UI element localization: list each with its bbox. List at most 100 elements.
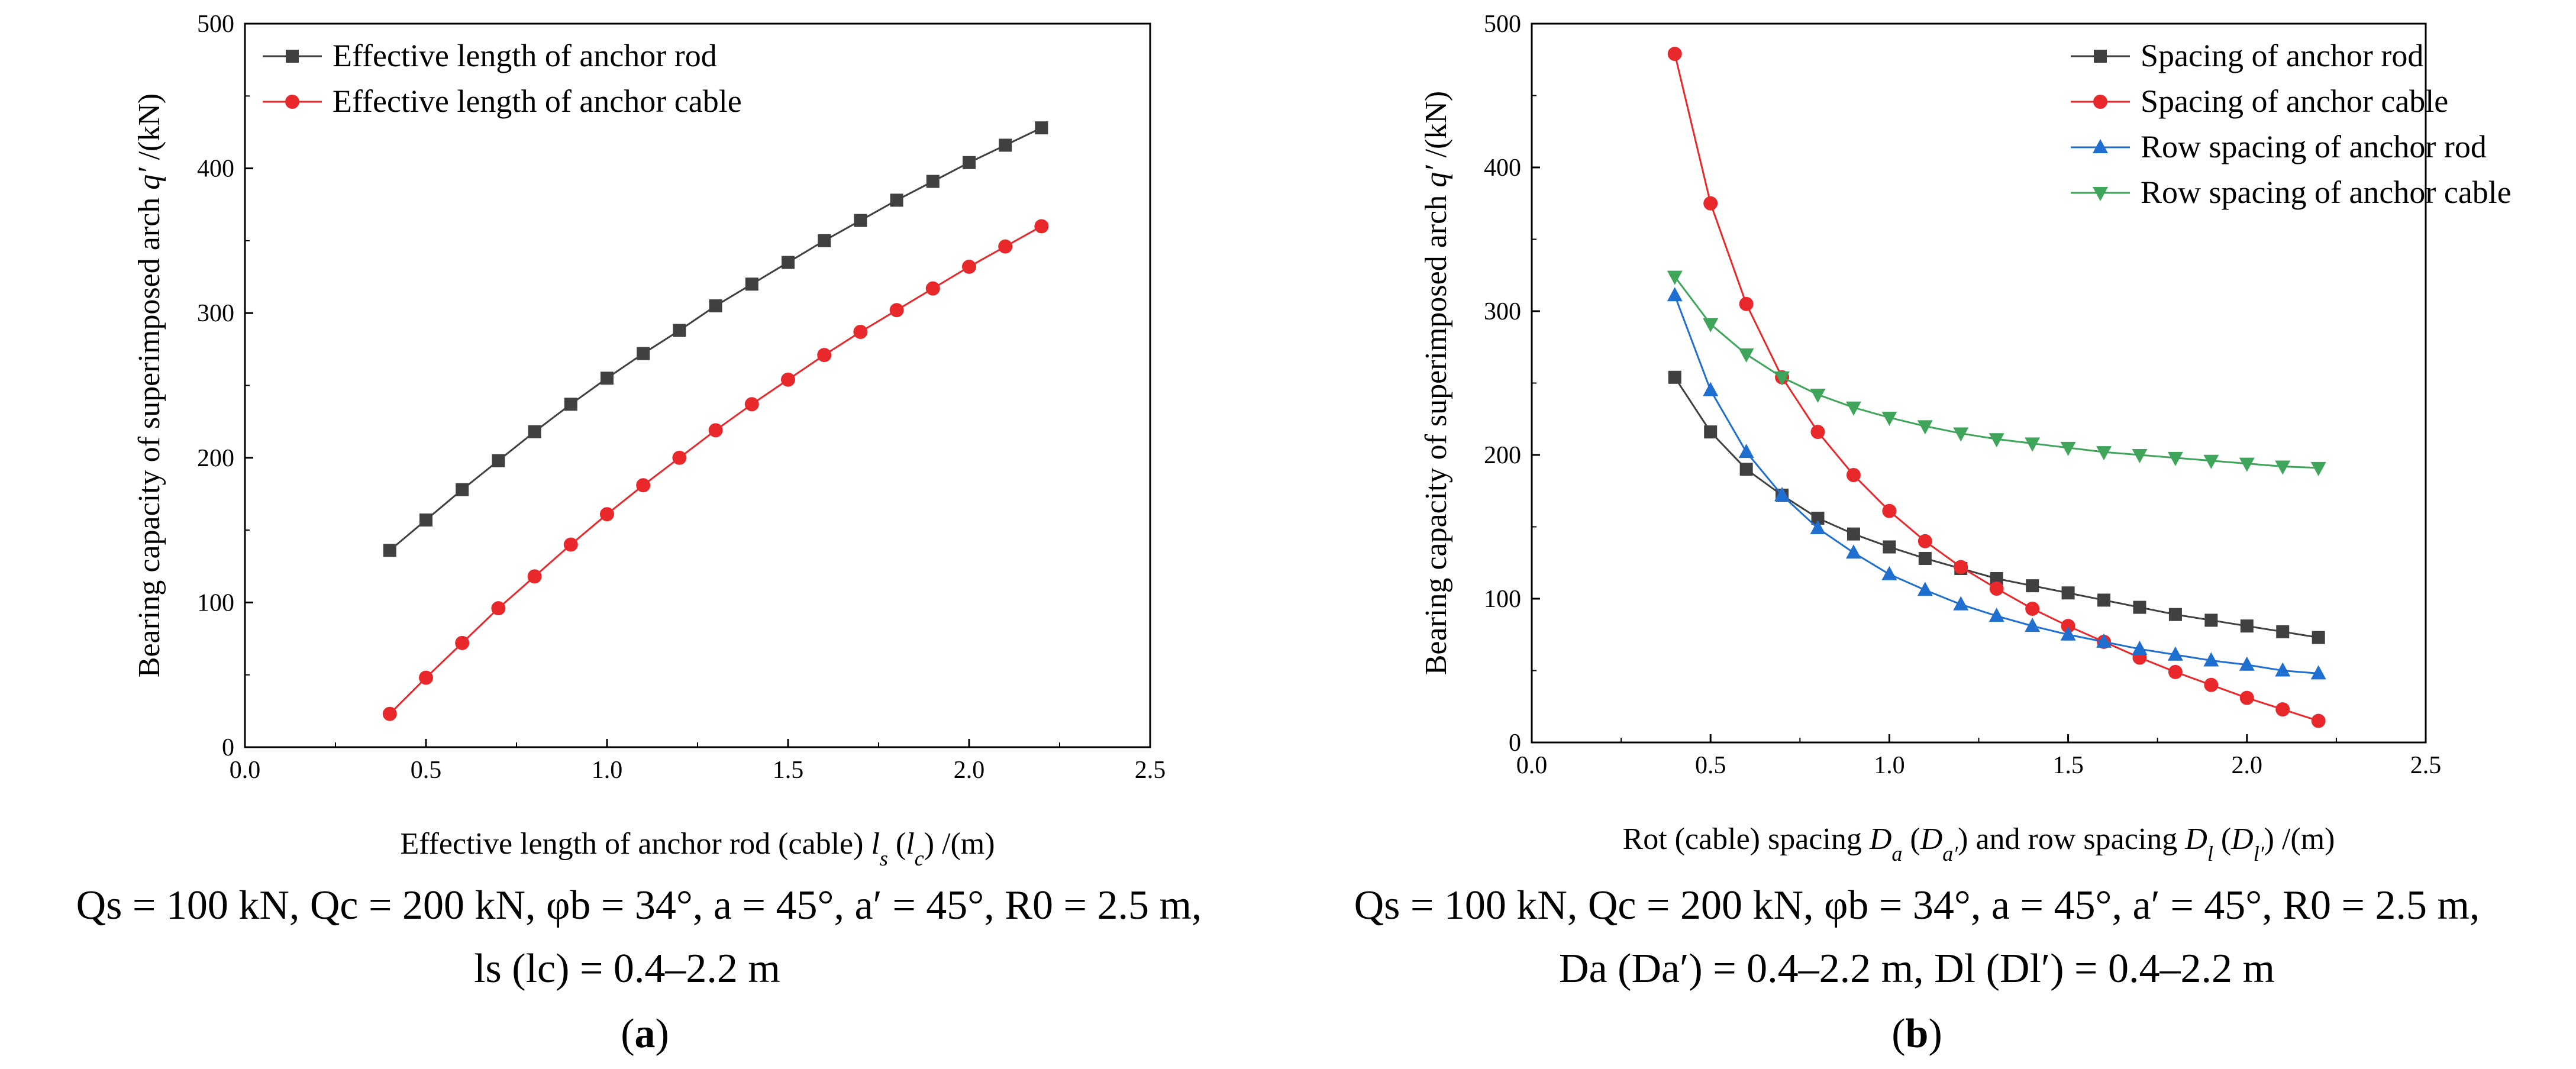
y-axis-title: Bearing capacity of superimposed arch q′… xyxy=(1419,91,1453,675)
data-point xyxy=(491,601,506,616)
data-point xyxy=(854,214,867,227)
series-effective-length-of-anchor-cable xyxy=(382,219,1049,721)
data-point xyxy=(2239,690,2254,705)
data-point xyxy=(636,478,651,493)
data-point xyxy=(637,347,650,360)
data-point xyxy=(1990,571,2003,585)
caption-a-line-2: ls (lc) = 0.4–2.2 m xyxy=(474,946,780,992)
data-point xyxy=(1811,511,1825,525)
data-point xyxy=(2025,602,2040,616)
data-point xyxy=(1917,420,1933,435)
legend-label: Effective length of anchor rod xyxy=(333,38,717,73)
data-point xyxy=(2096,633,2112,648)
data-point xyxy=(419,670,433,685)
data-point xyxy=(2060,626,2076,641)
data-point xyxy=(1917,582,1933,596)
data-point xyxy=(672,450,687,465)
plot-frame xyxy=(244,22,1151,748)
data-point xyxy=(2204,677,2219,692)
caption-b-line-1: Qs = 100 kN, Qc = 200 kN, φb = 34°, a = … xyxy=(1354,883,2480,928)
data-point xyxy=(998,239,1013,254)
legend-label: Row spacing of anchor rod xyxy=(2141,129,2487,164)
data-point xyxy=(1845,544,1861,559)
data-point xyxy=(2132,641,2148,655)
series-effective-length-of-anchor-rod xyxy=(383,121,1048,557)
x-tick-label: 2.5 xyxy=(1135,757,1166,784)
data-point xyxy=(2275,702,2290,717)
data-point xyxy=(1847,527,1860,541)
y-tick-label: 0 xyxy=(222,734,234,761)
data-point xyxy=(781,372,795,387)
x-tick-label: 0.5 xyxy=(411,757,442,784)
data-point xyxy=(1845,401,1861,416)
data-point xyxy=(2312,631,2325,644)
data-point xyxy=(2061,586,2075,600)
data-point xyxy=(1703,196,1718,211)
data-point xyxy=(1774,487,1790,502)
data-point xyxy=(818,234,831,247)
data-point xyxy=(926,175,940,188)
data-point xyxy=(2203,652,2219,667)
data-point xyxy=(492,454,505,467)
data-point xyxy=(1667,270,1683,285)
data-point xyxy=(2061,619,2075,634)
data-point xyxy=(527,569,542,584)
x-tick-label: 1.5 xyxy=(773,757,804,784)
data-point xyxy=(456,483,469,496)
data-point xyxy=(564,398,577,411)
x-tick-label: 1.0 xyxy=(1874,752,1905,779)
x-axis-title: Rot (cable) spacing Da (Da′) and row spa… xyxy=(1623,822,2335,865)
legend-marker xyxy=(2094,50,2107,63)
data-point xyxy=(2097,593,2111,607)
data-point xyxy=(2132,449,2148,463)
y-tick-label: 0 xyxy=(1509,729,1521,757)
data-point xyxy=(745,277,758,291)
legend-marker xyxy=(286,50,299,63)
data-point xyxy=(455,635,470,650)
data-point xyxy=(1667,287,1683,302)
data-point xyxy=(744,397,759,412)
y-tick-label: 400 xyxy=(197,156,234,183)
series-line xyxy=(1674,376,2319,639)
legend-label: Spacing of anchor rod xyxy=(2141,38,2423,73)
data-point xyxy=(2133,600,2146,614)
legend: Effective length of anchor rod Effective … xyxy=(263,38,742,119)
data-point xyxy=(817,348,832,363)
data-point xyxy=(2239,457,2255,472)
y-tick-label: 100 xyxy=(197,589,234,616)
data-point xyxy=(1703,382,1719,396)
chart-panel-a: 0.0 0.5 1.0 1.5 2.0 2.5 0 100 200 300 400 500 Effect… xyxy=(133,11,1166,870)
data-point xyxy=(2026,579,2039,593)
data-point xyxy=(528,425,541,438)
y-tick-label: 100 xyxy=(1484,586,1521,613)
data-point xyxy=(962,259,976,274)
data-point xyxy=(2239,656,2255,671)
data-point xyxy=(708,423,723,438)
data-point xyxy=(1953,427,1969,442)
data-point xyxy=(600,507,614,522)
y-tick-label: 400 xyxy=(1484,154,1521,182)
legend-label: Row spacing of anchor cable xyxy=(2141,175,2512,210)
legend-marker xyxy=(2093,187,2108,201)
data-point xyxy=(383,544,396,557)
y-tick-label: 300 xyxy=(1484,298,1521,325)
x-tick-label: 0.0 xyxy=(230,757,261,784)
panel-label-a: (a) xyxy=(621,1011,669,1057)
data-point xyxy=(1738,348,1754,363)
data-point xyxy=(963,156,976,169)
data-point xyxy=(2310,665,2326,680)
data-point xyxy=(2168,608,2182,621)
data-point xyxy=(889,303,904,318)
y-tick-label: 500 xyxy=(197,11,234,38)
data-point xyxy=(1881,566,1897,580)
y-axis-title: Bearing capacity of superimposed arch q′… xyxy=(133,93,166,677)
data-point xyxy=(1881,411,1897,426)
data-point xyxy=(1954,560,1968,574)
data-point xyxy=(2167,646,2183,661)
series-spacing-of-anchor-rod xyxy=(1668,370,2325,644)
data-point xyxy=(2025,437,2041,452)
data-point xyxy=(2275,662,2291,677)
data-point xyxy=(419,513,432,527)
series-row-spacing-of-anchor-rod xyxy=(1667,287,2326,680)
